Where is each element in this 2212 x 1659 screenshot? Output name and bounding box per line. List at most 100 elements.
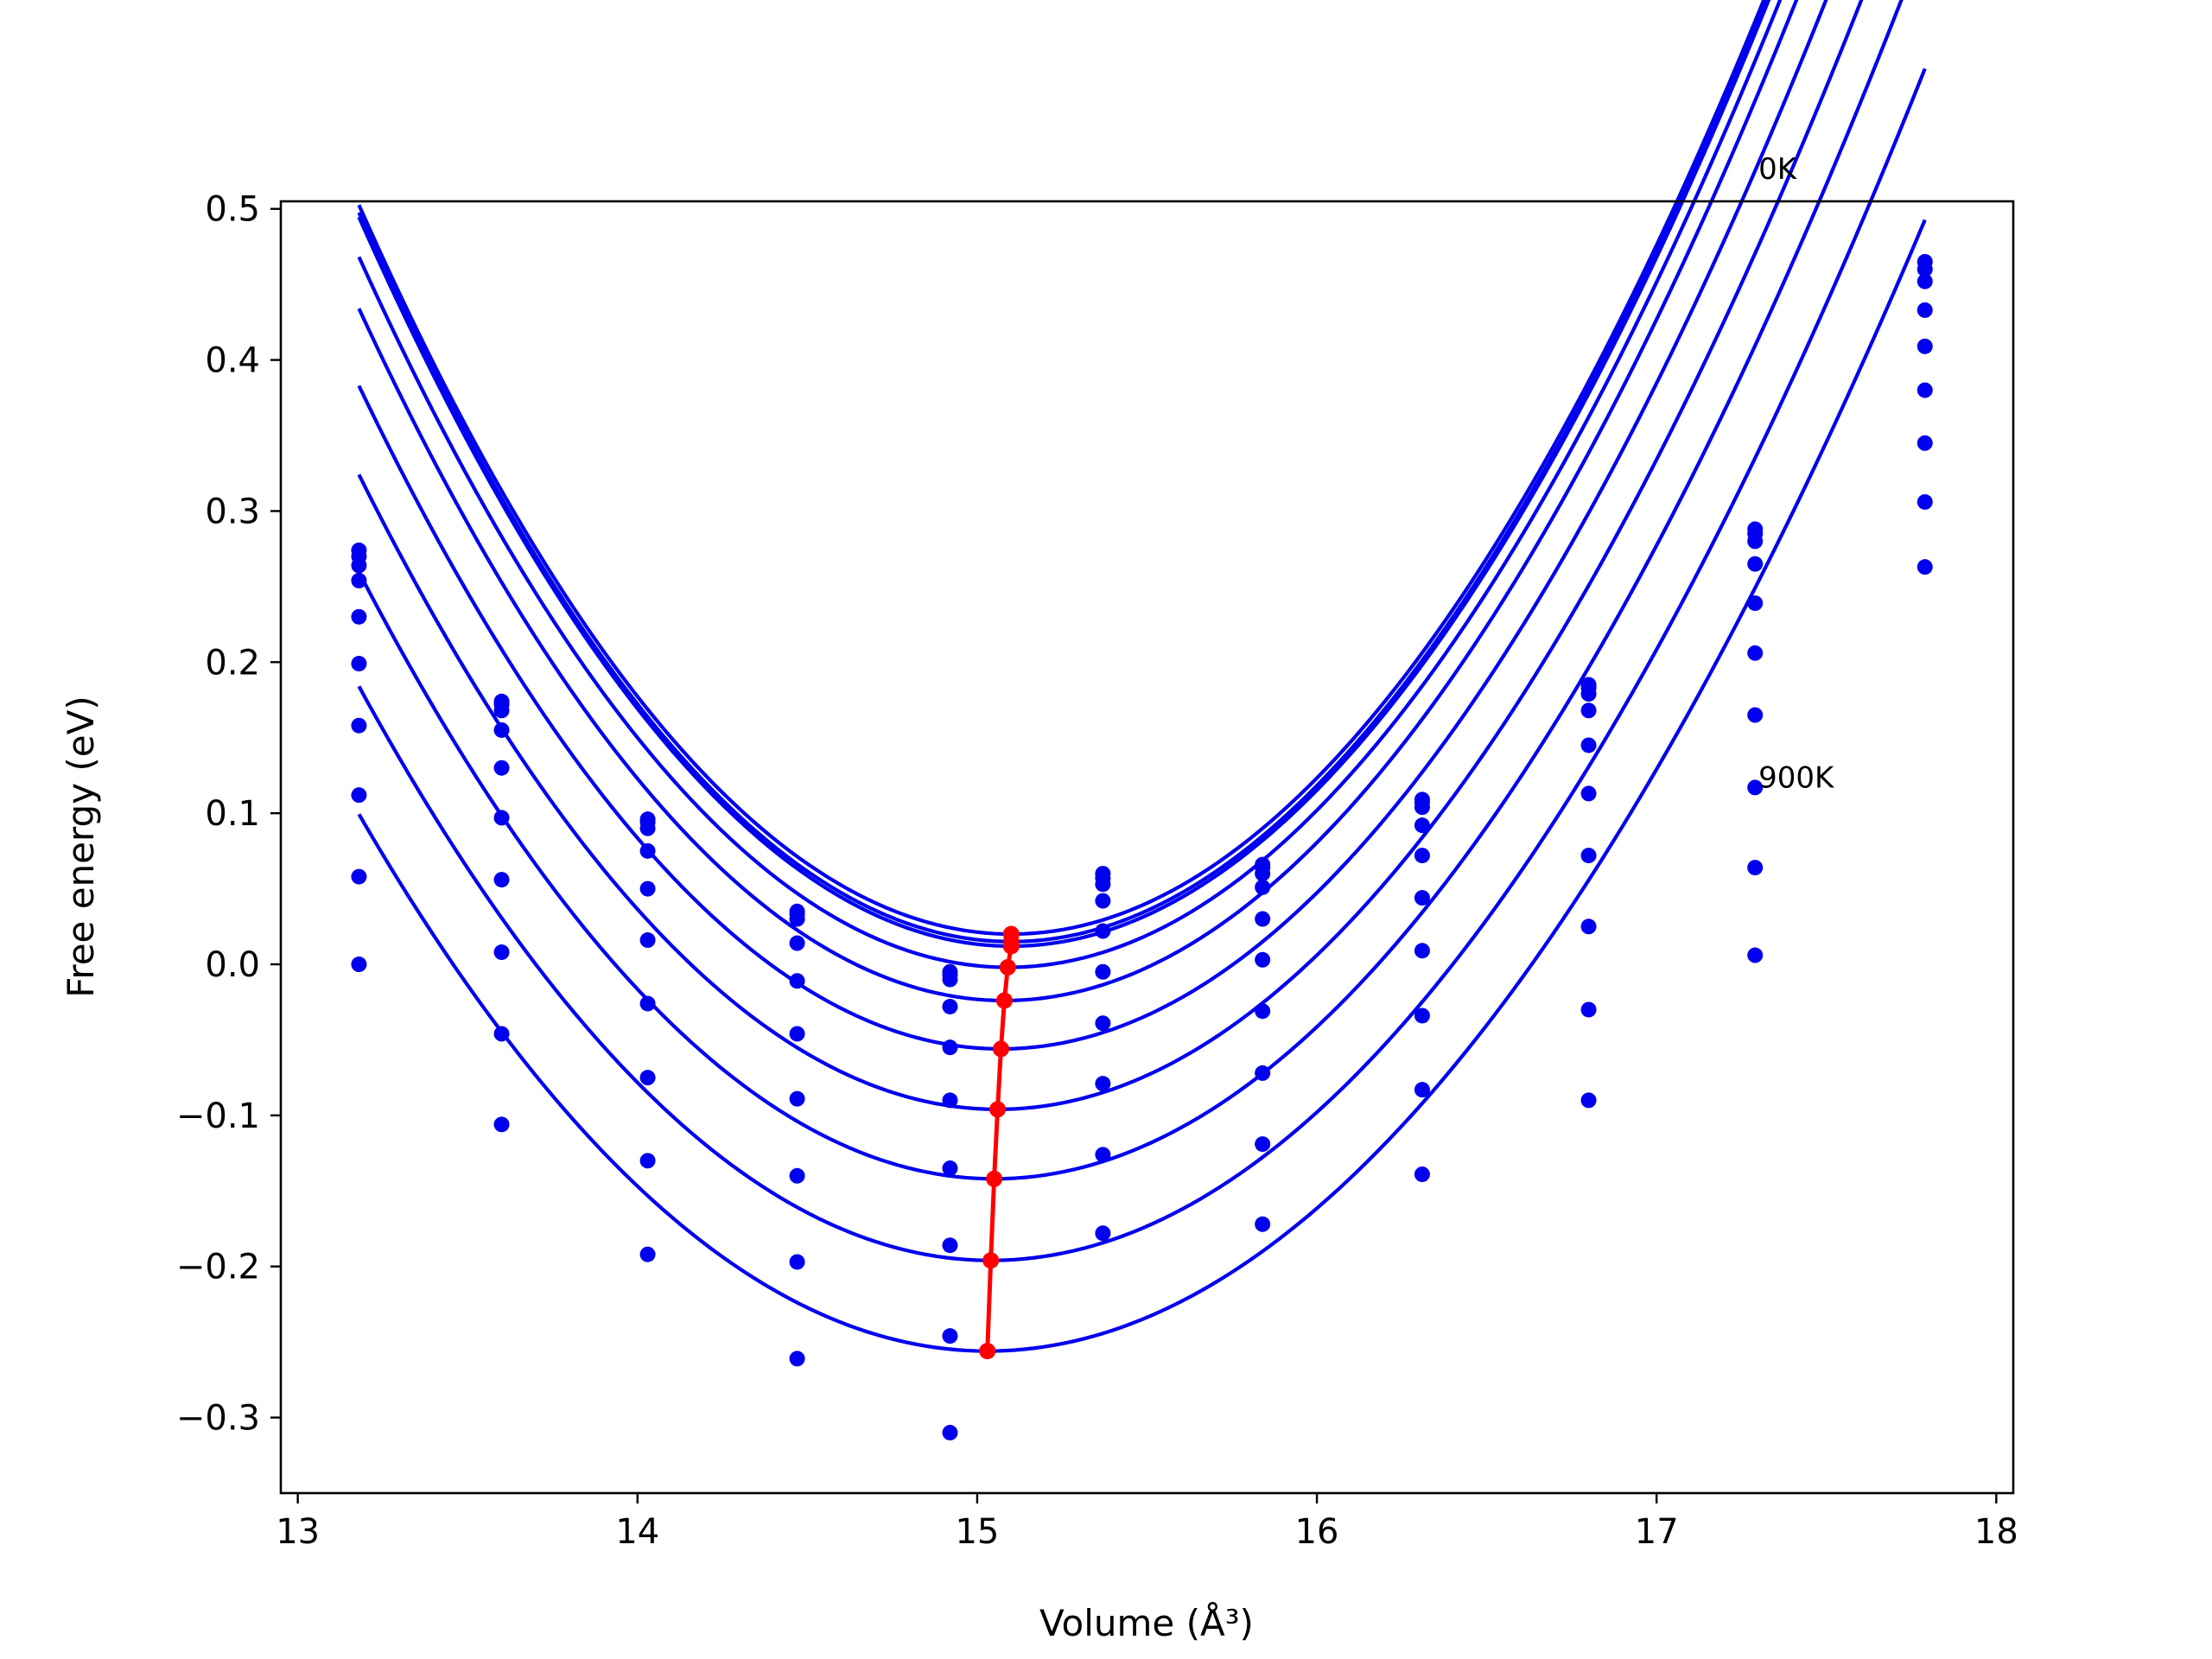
x-tick-label-15: 15 (955, 1512, 999, 1552)
annotation-0: 0K (1758, 152, 1798, 187)
data-point-s3-10 (1916, 302, 1933, 318)
data-point-s7-0 (351, 787, 367, 804)
fit-curve-6 (357, 0, 1864, 1111)
data-point-s3-4 (942, 998, 958, 1014)
fit-curve-1 (357, 0, 1770, 944)
data-point-s8-8 (1580, 1001, 1597, 1018)
data-point-s1-10 (1916, 261, 1933, 277)
data-point-s4-1 (493, 760, 510, 776)
data-point-s2-3 (789, 911, 805, 927)
data-point-s5-5 (1095, 963, 1111, 980)
data-point-s7-6 (1255, 1065, 1271, 1081)
annotation-1: 900K (1758, 760, 1835, 795)
y-tick-label-7: 0.4 (205, 341, 260, 381)
minimum-point-8 (982, 1252, 1000, 1269)
data-point-s6-3 (789, 1090, 805, 1107)
data-point-s9-9 (1747, 947, 1764, 963)
data-point-s2-2 (639, 820, 656, 836)
plot-frame (279, 200, 2015, 1495)
data-point-s9-4 (942, 1425, 958, 1441)
data-point-s2-1 (493, 702, 510, 719)
data-point-s7-2 (639, 1070, 656, 1086)
data-point-s3-6 (1255, 879, 1271, 895)
data-point-s7-3 (789, 1167, 805, 1184)
data-point-s4-3 (789, 973, 805, 989)
fit-curve-5 (357, 0, 1828, 1052)
data-point-s4-9 (1747, 595, 1764, 612)
x-tick-label-18: 18 (1974, 1512, 2018, 1552)
data-point-s6-9 (1747, 707, 1764, 723)
data-point-s5-10 (1916, 382, 1933, 398)
data-point-s8-10 (1916, 559, 1933, 575)
minimum-point-9 (979, 1343, 996, 1360)
data-points (351, 253, 1933, 1441)
data-point-s6-2 (639, 995, 656, 1012)
data-point-s6-0 (351, 717, 367, 734)
fit-curve-8 (357, 67, 1927, 1262)
data-point-s5-2 (639, 932, 656, 949)
y-tick-label-8: 0.5 (205, 190, 260, 230)
data-point-s3-3 (789, 935, 805, 951)
data-point-s6-7 (1414, 943, 1430, 959)
data-point-s7-5 (1095, 1076, 1111, 1092)
data-point-s9-5 (1095, 1225, 1111, 1242)
data-point-s3-5 (1095, 893, 1111, 909)
y-tick-label-3: 0.0 (205, 945, 260, 985)
fit-curves (357, 0, 1927, 1353)
fit-curve-3 (357, 0, 1783, 969)
data-point-s8-0 (351, 868, 367, 885)
data-point-s7-1 (493, 944, 510, 961)
data-point-s5-9 (1747, 645, 1764, 661)
data-point-s3-0 (351, 572, 367, 588)
data-point-s7-4 (942, 1237, 958, 1254)
data-point-s4-2 (639, 880, 656, 897)
data-point-s6-5 (1095, 1015, 1111, 1032)
data-point-s7-10 (1916, 493, 1933, 510)
minimum-point-2 (1002, 938, 1020, 955)
data-point-s2-8 (1580, 686, 1597, 702)
data-point-s6-1 (493, 872, 510, 888)
data-point-s9-0 (351, 957, 367, 973)
data-point-s4-6 (1255, 911, 1271, 927)
data-point-s4-8 (1580, 737, 1597, 753)
data-point-s2-9 (1747, 533, 1764, 550)
x-tick-label-17: 17 (1635, 1512, 1679, 1552)
data-point-s2-4 (942, 971, 958, 988)
data-point-s5-6 (1255, 951, 1271, 968)
minimum-point-3 (999, 959, 1016, 976)
data-point-s3-1 (493, 721, 510, 738)
data-point-s9-6 (1255, 1216, 1271, 1232)
x-tick-label-13: 13 (276, 1512, 320, 1552)
data-point-s7-7 (1414, 1007, 1430, 1024)
data-point-s5-8 (1580, 785, 1597, 802)
data-point-s4-0 (351, 608, 367, 625)
data-point-s6-10 (1916, 435, 1933, 451)
data-point-s9-2 (639, 1246, 656, 1262)
y-axis-ticks: −0.3 −0.2 −0.1 0.0 0.1 0.2 0.3 0.4 0.5 (176, 190, 281, 1439)
data-point-s8-3 (789, 1254, 805, 1270)
fit-curve-4 (357, 0, 1799, 1003)
y-tick-label-6: 0.3 (205, 492, 260, 531)
minimum-point-4 (995, 992, 1013, 1009)
data-point-s2-10 (1916, 273, 1933, 289)
data-point-s7-9 (1747, 779, 1764, 796)
data-point-s9-3 (789, 1351, 805, 1367)
data-point-s4-10 (1916, 338, 1933, 354)
minimum-point-6 (989, 1101, 1007, 1118)
y-tick-label-0: −0.3 (176, 1399, 260, 1439)
data-point-s9-7 (1414, 1166, 1430, 1183)
y-axis-label: Free energy (eV) (60, 696, 102, 998)
y-tick-label-4: 0.1 (205, 794, 260, 834)
fit-curve-9 (357, 219, 1927, 1353)
minimum-point-5 (992, 1040, 1009, 1058)
x-tick-label-16: 16 (1295, 1512, 1339, 1552)
data-point-s9-8 (1580, 1092, 1597, 1109)
data-point-s2-0 (351, 557, 367, 574)
data-point-s8-6 (1255, 1136, 1271, 1153)
data-point-s4-7 (1414, 848, 1430, 864)
data-point-s6-4 (942, 1160, 958, 1177)
data-point-s3-2 (639, 842, 656, 859)
data-point-s8-2 (639, 1153, 656, 1169)
